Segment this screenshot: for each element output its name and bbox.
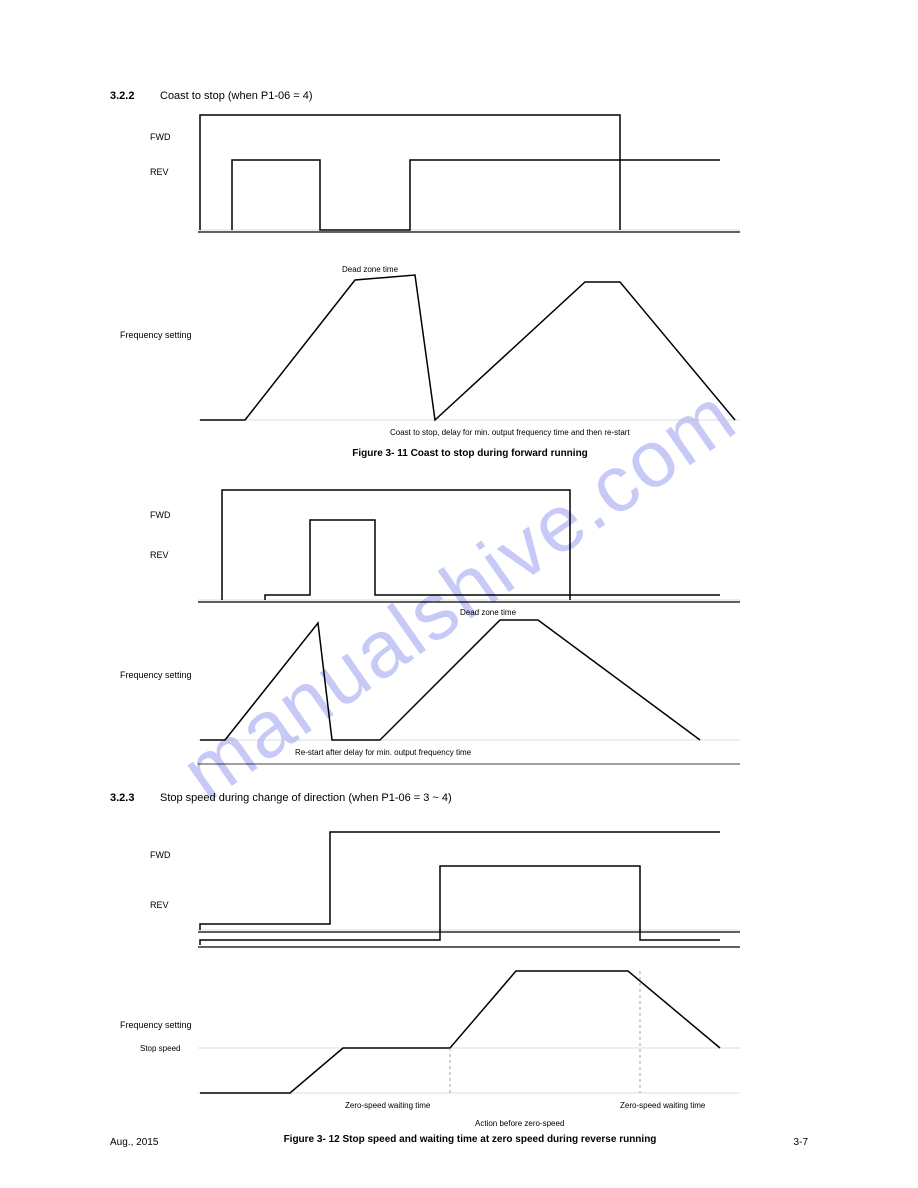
label-rev-3: REV — [150, 900, 169, 910]
label-rev-2: REV — [150, 550, 169, 560]
label-freq-3: Frequency setting — [120, 1020, 192, 1030]
label-freq-2: Frequency setting — [120, 670, 192, 680]
diagram-block-1: FWD REV Frequency setting Dead zone time… — [0, 100, 918, 440]
label-fwd-2: FWD — [150, 510, 171, 520]
diagram-block-3: FWD REV Frequency setting Stop speed Zer… — [0, 808, 918, 1148]
label-stopspeed: Stop speed — [140, 1044, 180, 1053]
section-heading-2-text: Stop speed during change of direction (w… — [160, 792, 452, 804]
footer-page: 3-7 — [794, 1137, 808, 1148]
figure-caption-2: Figure 3- 12 Stop speed and waiting time… — [190, 1134, 750, 1145]
note-bracket: Action before zero-speed — [475, 1119, 564, 1128]
label-fwd-3: FWD — [150, 850, 171, 860]
note-coast-1: Coast to stop, delay for min. output fre… — [390, 428, 630, 437]
label-fwd-1: FWD — [150, 132, 171, 142]
label-freq-1: Frequency setting — [120, 330, 192, 340]
note-restart-2: Re-start after delay for min. output fre… — [295, 748, 472, 757]
note-deadzone-1: Dead zone time — [342, 265, 399, 274]
note-zerospeed-2: Zero-speed waiting time — [620, 1101, 706, 1110]
note-deadzone-2: Dead zone time — [460, 608, 517, 617]
figure-caption-1: Figure 3- 11 Coast to stop during forwar… — [190, 448, 750, 459]
diagram-block-2: FWD REV Frequency setting Dead zone time… — [0, 468, 918, 768]
section-heading-2-number: 3.2.3 — [110, 792, 134, 804]
label-rev-1: REV — [150, 167, 169, 177]
footer-date: Aug., 2015 — [110, 1137, 158, 1148]
note-zerospeed-1: Zero-speed waiting time — [345, 1101, 431, 1110]
